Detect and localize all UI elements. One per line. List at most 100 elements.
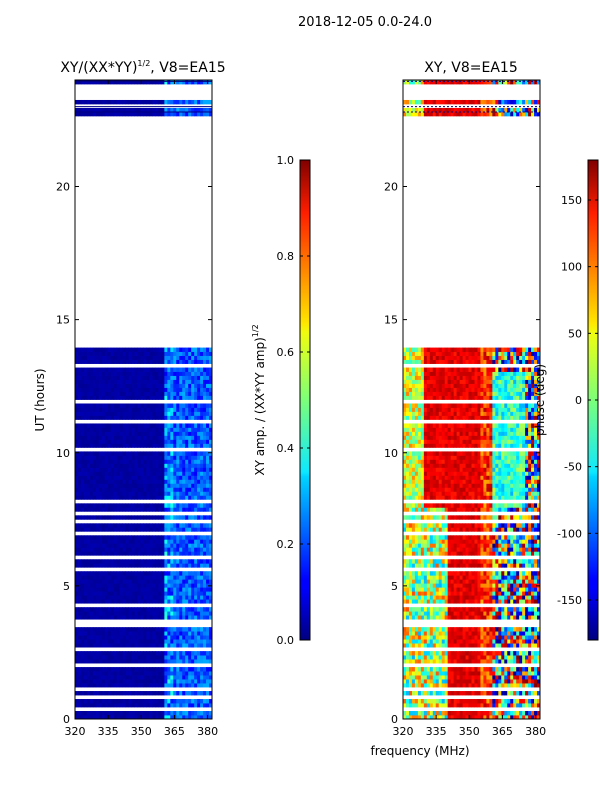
heatmap-cell <box>200 352 203 356</box>
heatmap-cell <box>164 459 167 463</box>
heatmap-cell <box>206 539 209 543</box>
heatmap-cell <box>498 579 501 583</box>
heatmap-cell <box>78 495 81 499</box>
heatmap-cell <box>81 487 84 491</box>
heatmap-cell <box>96 384 99 388</box>
heatmap-cell <box>144 451 147 455</box>
heatmap-cell <box>167 615 170 619</box>
heatmap-cell <box>126 384 129 388</box>
heatmap-cell <box>158 691 161 695</box>
heatmap-cell <box>87 503 90 507</box>
heatmap-cell <box>477 611 480 615</box>
heatmap-cell <box>457 667 460 671</box>
heatmap-cell <box>507 631 510 635</box>
heatmap-cell <box>510 635 513 639</box>
heatmap-cell <box>507 643 510 647</box>
heatmap-cell <box>149 487 152 491</box>
heatmap-cell <box>480 591 483 595</box>
heatmap-cell <box>144 547 147 551</box>
heatmap-cell <box>84 415 87 419</box>
heatmap-cell <box>531 679 534 683</box>
heatmap-cell <box>439 595 442 599</box>
heatmap-cell <box>138 563 141 567</box>
heatmap-cell <box>155 587 158 591</box>
heatmap-cell <box>155 659 158 663</box>
heatmap-cell <box>439 655 442 659</box>
heatmap-cell <box>445 575 448 579</box>
heatmap-cell <box>75 384 78 388</box>
heatmap-cell <box>170 467 173 471</box>
heatmap-cell <box>152 635 155 639</box>
heatmap-cell <box>457 631 460 635</box>
heatmap-cell <box>206 384 209 388</box>
heatmap-cell <box>117 459 120 463</box>
heatmap-cell <box>439 587 442 591</box>
heatmap-cell <box>111 615 114 619</box>
heatmap-cell <box>164 587 167 591</box>
heatmap-cell <box>161 671 164 675</box>
heatmap-cell <box>489 667 492 671</box>
heatmap-cell <box>191 691 194 695</box>
heatmap-cell <box>206 599 209 603</box>
heatmap-cell <box>141 487 144 491</box>
heatmap-cell <box>197 431 200 435</box>
heatmap-cell <box>146 495 149 499</box>
heatmap-cell <box>96 435 99 439</box>
heatmap-cell <box>105 348 108 352</box>
heatmap-cell <box>114 547 117 551</box>
heatmap-cell <box>501 651 504 655</box>
heatmap-cell <box>457 699 460 703</box>
heatmap-cell <box>90 431 93 435</box>
heatmap-cell <box>146 388 149 392</box>
heatmap-cell <box>90 368 93 372</box>
heatmap-cell <box>120 587 123 591</box>
heatmap-cell <box>75 407 78 411</box>
heatmap-cell <box>516 679 519 683</box>
heatmap-cell <box>114 575 117 579</box>
heatmap-cell <box>149 703 152 707</box>
heatmap-cell <box>75 523 78 527</box>
heatmap-cell <box>93 507 96 511</box>
heatmap-cell <box>96 535 99 539</box>
heatmap-cell <box>421 659 424 663</box>
heatmap-cell <box>200 487 203 491</box>
heatmap-cell <box>126 539 129 543</box>
heatmap-cell <box>466 615 469 619</box>
heatmap-cell <box>117 579 120 583</box>
heatmap-cell <box>191 675 194 679</box>
heatmap-cell <box>510 611 513 615</box>
heatmap-cell <box>182 487 185 491</box>
heatmap-cell <box>469 691 472 695</box>
heatmap-cell <box>132 563 135 567</box>
heatmap-cell <box>448 699 451 703</box>
heatmap-cell <box>451 583 454 587</box>
heatmap-cell <box>149 591 152 595</box>
heatmap-cell <box>144 607 147 611</box>
heatmap-cell <box>182 599 185 603</box>
heatmap-cell <box>144 703 147 707</box>
heatmap-cell <box>176 575 179 579</box>
heatmap-cell <box>152 415 155 419</box>
heatmap-cell <box>84 559 87 563</box>
heatmap-cell <box>152 100 155 104</box>
heatmap-cell <box>99 423 102 427</box>
heatmap-cell <box>78 711 81 715</box>
heatmap-cell <box>173 655 176 659</box>
heatmap-cell <box>182 515 185 519</box>
heatmap-cell <box>409 699 412 703</box>
heatmap-cell <box>167 411 170 415</box>
heatmap-cell <box>155 703 158 707</box>
heatmap-cell <box>93 459 96 463</box>
heatmap-cell <box>135 388 138 392</box>
heatmap-cell <box>138 615 141 619</box>
heatmap-cell <box>504 591 507 595</box>
heatmap-cell <box>120 527 123 531</box>
heatmap-cell <box>96 427 99 431</box>
heatmap-cell <box>200 543 203 547</box>
heatmap-cell <box>102 523 105 527</box>
heatmap-cell <box>442 667 445 671</box>
heatmap-cell <box>170 563 173 567</box>
heatmap-cell <box>78 639 81 643</box>
heatmap-cell <box>78 427 81 431</box>
heatmap-cell <box>120 643 123 647</box>
